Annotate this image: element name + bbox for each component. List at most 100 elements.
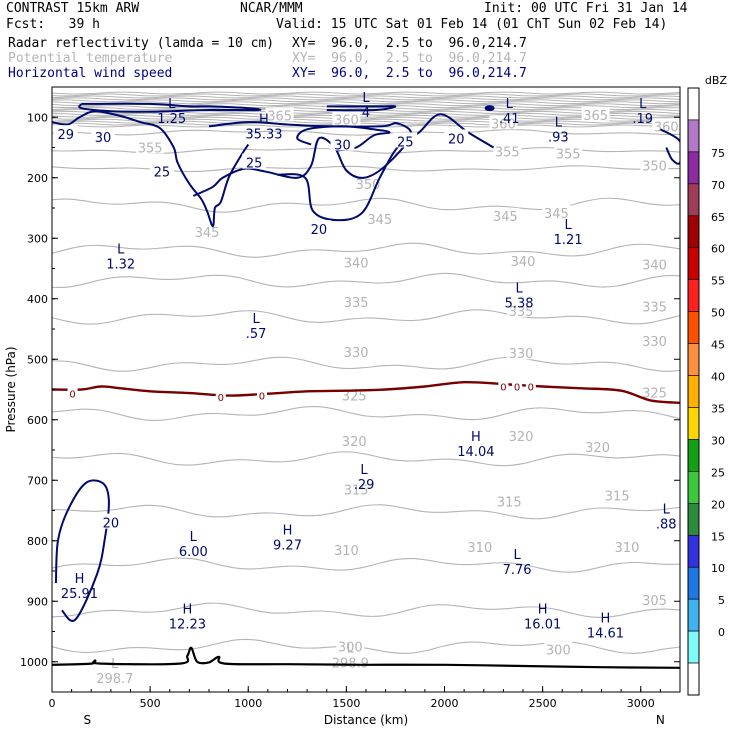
field-reflectivity-name: Radar reflectivity (lamda = 10 cm) [8,36,275,51]
extremum-symbol-L: L [117,242,125,257]
x-end-label-north: N [656,713,665,727]
theta-upper-contour [52,118,680,122]
theta-label-bg [493,143,522,158]
wind-label: 30 [95,131,112,146]
theta-label: 305 [642,594,667,609]
y-tick-label: 800 [27,535,48,548]
theta-label: 340 [344,256,369,271]
theta-contour-350 [52,197,680,213]
colorbar-label: 0 [718,626,725,639]
zero-label-bg [525,380,536,393]
wind-contour-20 [277,113,495,222]
extremum-symbol-H: H [601,611,611,626]
theta-upper-contour [52,99,680,103]
theta-label: 345 [544,207,569,222]
colorbar-cell [687,598,700,632]
extremum-symbol-H: H [471,430,481,445]
extremum-symbol-H: H [283,524,293,539]
theta-label-bg [583,438,612,453]
theta-label-bg [491,207,520,222]
theta-label-bg [544,641,573,656]
x-tick-label: 3000 [627,697,655,710]
y-axis-label: Pressure (hPa) [4,346,18,432]
x-tick-label: 1000 [234,697,262,710]
colorbar-label: 40 [711,371,725,384]
zero-label-bg [256,389,267,402]
theta-label-bg [342,481,371,496]
theta-contour-310 [52,557,680,573]
colorbar-label: 50 [711,307,725,320]
theta-upper-contour [52,91,680,95]
y-tick-label: 1000 [20,656,48,669]
wind-label: 29 [57,128,74,143]
colorbar-cell [687,311,700,344]
colorbar-cell [687,151,700,185]
ground-surface [52,646,680,669]
wind-contour [52,110,250,228]
theta-label-bg [489,115,518,130]
colorbar-cell [687,566,700,600]
colorbar-cell [687,375,700,408]
colorbar-label: 20 [711,498,725,511]
colorbar-label: 65 [711,211,725,224]
extremum-value: .29 [354,478,375,493]
theta-upper-contour [52,95,680,99]
extremum-value: 7.76 [503,563,532,578]
field-wind-xy: XY= 96.0, 2.5 to 96.0,214.7 [292,66,527,81]
wind-contour-30 [296,125,391,152]
extremum-symbol-H: H [183,602,193,617]
zero-label: 0 [528,382,534,393]
theta-label-bg [136,139,165,154]
y-tick-label: 300 [27,232,48,245]
extremum-value: 5.38 [505,297,534,312]
theta-label: 350 [642,160,667,175]
extremum-value: .93 [548,130,569,145]
extremum-symbol-L: L [362,91,370,106]
theta-contour-340 [52,272,680,288]
theta-label: 330 [642,335,667,350]
theta-label-bg [613,538,642,553]
theta-contour-320 [52,451,680,467]
extremum-symbol-L: L [506,97,514,112]
colorbar-label: 30 [711,434,725,447]
wind-label-bg [149,162,174,178]
theta-upper-contour [52,122,680,126]
theta-upper-contour [52,120,680,124]
field-reflectivity-xy: XY= 96.0, 2.5 to 96.0,214.7 [292,36,527,51]
theta-upper-contour [52,101,680,105]
org-label: NCAR/MMM [240,1,303,16]
theta-label: 315 [605,489,630,504]
extremum-symbol-L: L [360,463,368,478]
theta-label: 300 [338,641,363,656]
wind-contour [78,102,262,113]
theta-contour-355 [52,165,680,173]
theta-label-bg [507,428,536,443]
theta-label: 345 [367,213,392,228]
zero-label-bg [67,387,78,400]
colorbar-cell [687,183,700,217]
wind-label-bg [98,513,123,529]
x-tick-label: 0 [49,697,56,710]
colorbar-label: 60 [711,243,725,256]
extremum-value: 6.00 [179,545,208,560]
theta-label-bg [495,493,524,508]
colorbar-cell [687,503,700,536]
extremum-symbol-L: L [663,503,671,518]
theta-contour-305 [52,602,680,618]
theta-label: 355 [495,146,520,161]
extremum-value: 1.21 [554,233,583,248]
theta-label: 325 [342,390,367,405]
theta-label: 360 [334,114,359,129]
extremum-symbol-L: L [513,548,521,563]
theta-label: 320 [585,441,610,456]
model-title: CONTRAST 15km ARW [6,1,140,16]
colorbar-label: 75 [711,147,725,160]
theta-label-bg [640,384,669,399]
extremum-value: 14.61 [587,626,624,641]
theta-label: 335 [509,305,534,320]
theta-label: 315 [497,495,522,510]
theta-label: 310 [467,541,492,556]
wind-label-bg [330,135,355,151]
theta-upper-contour [52,114,680,118]
theta-label-bg [554,145,583,160]
